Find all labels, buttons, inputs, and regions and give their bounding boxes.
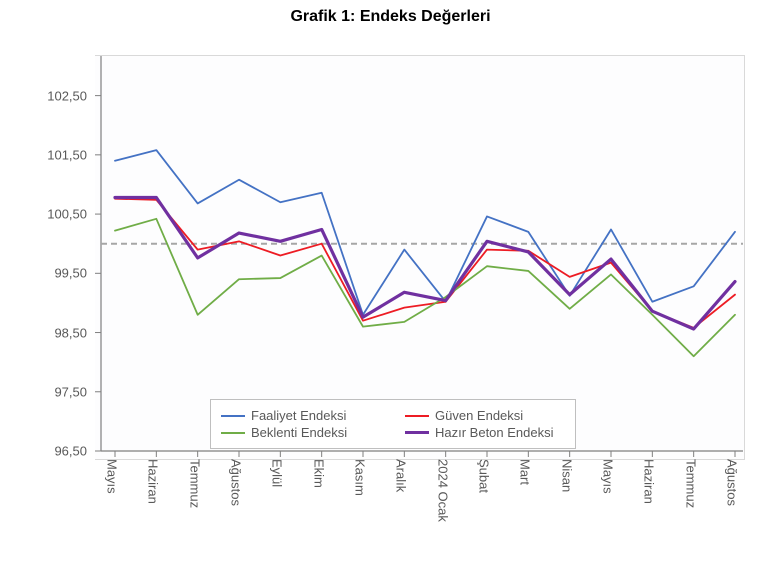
legend-item: Beklenti Endeksi (221, 425, 381, 440)
legend-label: Güven Endeksi (435, 408, 523, 423)
y-tick-label: 100,50 (47, 207, 95, 222)
y-tick-label: 98,50 (54, 325, 95, 340)
x-tick-label: Temmuz (683, 459, 704, 508)
legend-item: Hazır Beton Endeksi (405, 425, 565, 440)
legend-swatch (405, 431, 429, 434)
legend-swatch (405, 415, 429, 417)
x-tick-label: Kasım (353, 459, 374, 496)
x-tick-label: Eylül (270, 459, 291, 487)
series-line (115, 150, 735, 315)
legend-item: Faaliyet Endeksi (221, 408, 381, 423)
x-tick-label: Mayıs (601, 459, 622, 494)
y-tick-label: 101,50 (47, 147, 95, 162)
y-tick-label: 96,50 (54, 444, 95, 459)
x-tick-label: Mayıs (105, 459, 126, 494)
y-tick-label: 97,50 (54, 384, 95, 399)
x-tick-label: Nisan (559, 459, 580, 492)
x-tick-label: 2024 Ocak (435, 459, 456, 522)
series-line (115, 219, 735, 356)
chart-title: Grafik 1: Endeks Değerleri (0, 0, 781, 26)
x-tick-label: Temmuz (187, 459, 208, 508)
y-tick-label: 102,50 (47, 88, 95, 103)
x-tick-label: Mart (518, 459, 539, 485)
x-tick-label: Ekim (311, 459, 332, 488)
legend-swatch (221, 432, 245, 434)
plot-area: 96,5097,5098,5099,50100,50101,50102,50 M… (95, 55, 745, 460)
legend-label: Beklenti Endeksi (251, 425, 347, 440)
legend-label: Faaliyet Endeksi (251, 408, 346, 423)
legend-item: Güven Endeksi (405, 408, 565, 423)
x-tick-label: Ağustos (725, 459, 746, 506)
x-tick-label: Şubat (477, 459, 498, 493)
x-tick-label: Aralık (394, 459, 415, 492)
x-tick-label: Haziran (642, 459, 663, 504)
legend: Faaliyet Endeksi Güven Endeksi Beklenti En… (210, 399, 576, 449)
legend-swatch (221, 415, 245, 417)
x-tick-label: Ağustos (229, 459, 250, 506)
chart-wrapper: Grafik 1: Endeks Değerleri 96,5097,5098,… (0, 0, 781, 577)
y-tick-label: 99,50 (54, 266, 95, 281)
x-tick-label: Haziran (146, 459, 167, 504)
legend-label: Hazır Beton Endeksi (435, 425, 554, 440)
